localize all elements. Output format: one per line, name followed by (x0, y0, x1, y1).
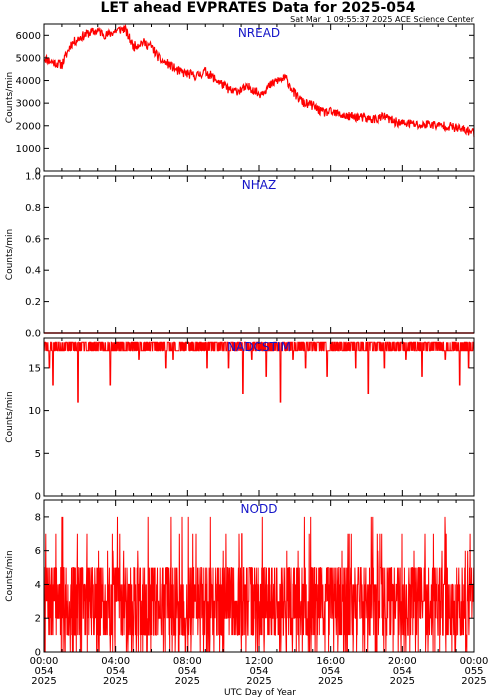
x-tick-label: 054 (106, 666, 125, 677)
y-tick-label: 0 (35, 492, 41, 503)
y-tick-label: 0 (35, 167, 41, 178)
y-tick-label: 10 (28, 406, 41, 417)
panel-title: NADCSTIM (227, 340, 291, 354)
x-tick-label: 2025 (246, 676, 271, 687)
x-tick-label: 055 (464, 666, 483, 677)
panel-frame (43, 175, 475, 334)
y-tick-label: 6000 (16, 31, 41, 42)
x-tick-label: 054 (34, 666, 53, 677)
x-tick-label: 00:00 (30, 656, 59, 667)
y-tick-label: 1.0 (25, 172, 41, 183)
panel-frame (43, 23, 475, 172)
x-tick-label: 2025 (103, 676, 128, 687)
panel-title: NODD (241, 502, 278, 516)
x-tick-label: 12:00 (245, 656, 274, 667)
y-tick-label: 0.4 (25, 266, 41, 277)
panel-nodd: 0 2 4 6 8 NODD Counts/min (5, 499, 475, 659)
y-tick-label: 5000 (16, 53, 41, 64)
y-tick-label: 0.8 (25, 203, 41, 214)
y-tick-label: 4000 (16, 76, 41, 87)
x-tick-label: 08:00 (173, 656, 202, 667)
x-tick-label: 2025 (390, 676, 415, 687)
x-tick-label: 2025 (31, 676, 56, 687)
x-axis-label: UTC Day of Year (224, 688, 296, 698)
panel-title: NREAD (238, 26, 280, 40)
x-tick-label: 16:00 (316, 656, 345, 667)
y-tick-label: 8 (35, 512, 41, 523)
y-axis-label: Counts/min (5, 72, 15, 123)
x-tick-label: 2025 (461, 676, 486, 687)
y-axis-label: Counts/min (5, 391, 15, 442)
x-tick-label: 054 (393, 666, 412, 677)
x-tick-labels: 00:00054202504:00054202508:00054202512:0… (30, 656, 488, 687)
y-tick-label: 0.0 (25, 329, 41, 340)
y-axis-label: Counts/min (5, 229, 15, 280)
panel-frame (43, 337, 475, 497)
y-tick-label: 0.6 (25, 234, 41, 245)
x-tick-label: 2025 (318, 676, 343, 687)
y-axis-label: Counts/min (5, 550, 15, 601)
panel-title: NHAZ (242, 178, 276, 192)
series-line-nodd (43, 516, 475, 653)
panel-nhaz: 0.0 0.2 0.4 0.6 0.8 1.0 NHAZ Counts/min (5, 172, 475, 340)
y-tick-label: 2 (35, 614, 41, 625)
chart-title: LET ahead EVPRATES Data for 2025-054 (101, 0, 416, 16)
generation-timestamp: Sat Mar 1 09:55:37 2025 ACE Science Cent… (290, 15, 475, 24)
series-line-nread (43, 23, 475, 138)
y-tick-label: 15 (28, 363, 41, 374)
y-tick-label: 1000 (16, 144, 41, 155)
x-tick-label: 04:00 (101, 656, 130, 667)
y-tick-label: 6 (35, 546, 41, 557)
y-tick-label: 0.2 (25, 297, 41, 308)
panel-nread: 0 1000 2000 3000 4000 5000 6000 NREAD Counts/min (5, 23, 475, 178)
x-tick-label: 054 (249, 666, 268, 677)
x-tick-label: 054 (178, 666, 197, 677)
x-tick-label: 054 (321, 666, 340, 677)
x-tick-label: 00:00 (460, 656, 488, 667)
y-tick-label: 2000 (16, 121, 41, 132)
panel-nadcstim: 0 5 10 15 NADCSTIM Counts/min (5, 337, 475, 503)
y-tick-label: 5 (35, 449, 41, 460)
x-tick-label: 2025 (175, 676, 200, 687)
y-tick-label: 0 (35, 648, 41, 659)
y-tick-label: 3000 (16, 99, 41, 110)
x-tick-label: 20:00 (388, 656, 417, 667)
y-tick-label: 4 (35, 580, 41, 591)
